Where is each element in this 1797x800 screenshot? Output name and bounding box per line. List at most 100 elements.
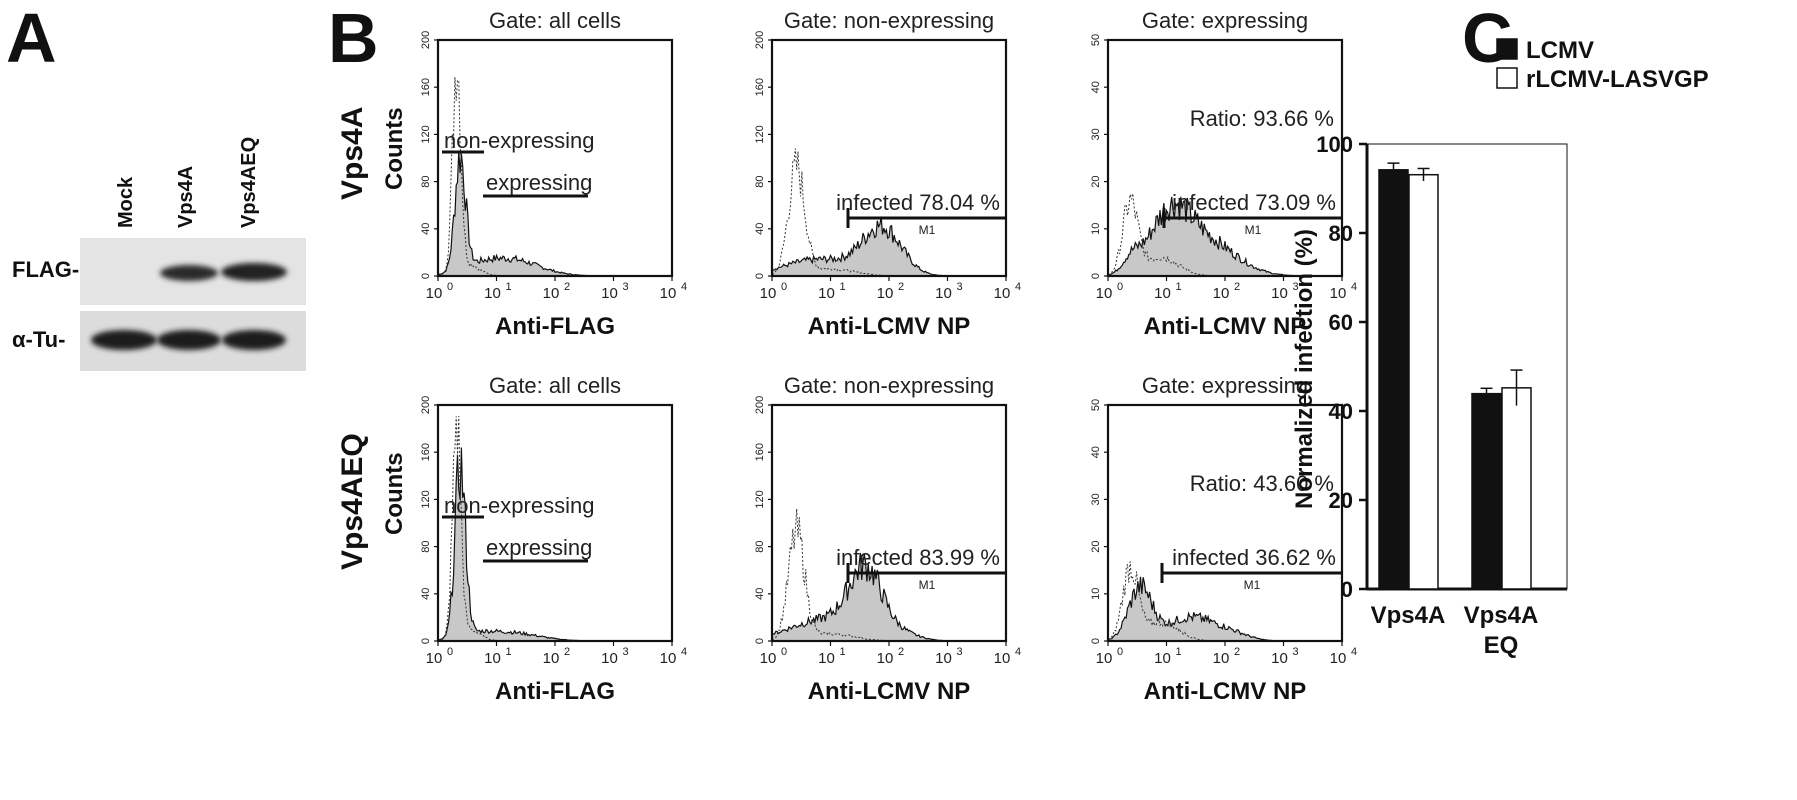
infected-percent-label: infected 73.09 % <box>1172 190 1336 215</box>
lane-label-vps4a: Vps4A <box>175 166 197 228</box>
y-tick-label: 80 <box>420 540 432 552</box>
y-tick-label: 80 <box>754 540 766 552</box>
x-tick-label: 10 <box>543 285 560 302</box>
x-tick-label: 10 <box>1096 650 1113 667</box>
ratio-label: Ratio: 93.66 % <box>1190 106 1334 131</box>
x-tick-label: 10 <box>1271 650 1288 667</box>
m1-marker-label: M1 <box>1245 223 1262 237</box>
flow-plot-r2-c2: Gate: non-expressing 0 40 80 120 160 200 10 0 10 1… <box>754 373 1021 705</box>
bar-2-2 <box>1501 387 1532 590</box>
lane-label-mock: Mock <box>115 176 137 228</box>
x-tick-label: 10 <box>818 285 835 302</box>
x-tick-exponent: 1 <box>1176 646 1182 658</box>
western-blot: Mock Vps4A Vps4AEQ FLAG- α-Tu- <box>12 137 306 371</box>
x-tick-exponent: 4 <box>1015 646 1021 658</box>
x-axis-label: Anti-LCMV NP <box>808 678 971 705</box>
y-tick-label: 160 <box>754 78 766 96</box>
x-tick-label: 10 <box>877 285 894 302</box>
y-tick-label: 20 <box>1090 540 1102 552</box>
infected-percent-label: infected 83.99 % <box>836 545 1000 570</box>
y-tick-label: 80 <box>754 175 766 187</box>
legend-label-lcmv: LCMV <box>1526 37 1594 64</box>
x-tick-label: 10 <box>484 650 501 667</box>
m1-marker-label: M1 <box>919 578 936 592</box>
bar-2-1 <box>1471 392 1502 590</box>
y-tick-label: 200 <box>420 31 432 49</box>
x-tick-exponent: 0 <box>781 646 787 658</box>
y-tick-label: 200 <box>754 396 766 414</box>
gate-label-expressing: expressing <box>486 170 592 195</box>
x-tick-label: 10 <box>1330 650 1347 667</box>
x-tick-exponent: 1 <box>506 646 512 658</box>
x-tick-exponent: 0 <box>447 281 453 293</box>
x-tick-exponent: 0 <box>781 281 787 293</box>
plot-frame <box>436 38 674 278</box>
bar-chart-plot: 0 20 40 60 80 100 Vps4A Vps4A EQ <box>1316 132 1568 659</box>
gate-title: Gate: expressing <box>1142 373 1308 398</box>
x-tick-label: 10 <box>601 285 618 302</box>
blot-row-label-flag: FLAG- <box>12 257 79 282</box>
gate-label-non-expressing: non-expressing <box>444 493 594 518</box>
y-tick-label: 160 <box>420 78 432 96</box>
histogram-dotted <box>437 415 672 642</box>
row-label-vps4aeq: Vps4AEQ <box>336 433 369 570</box>
y-tick-label: 40 <box>1090 446 1102 458</box>
x-tick-label: 10 <box>660 650 677 667</box>
y-tick-label: 0 <box>754 273 766 279</box>
y-tick-label: 10 <box>1090 588 1102 600</box>
m1-marker-label: M1 <box>919 223 936 237</box>
flow-plot-r1-c1: Gate: all cells 0 40 80 120 160 200 10 0 10 1 10 2 10… <box>420 8 687 340</box>
x-tick-label: 10 <box>601 650 618 667</box>
flow-plot-r2-c1: Gate: all cells 0 40 80 120 160 200 10 0 10 1 10 2 10… <box>420 373 687 705</box>
gate-title: Gate: all cells <box>489 373 621 398</box>
bar-y-tick-label: 20 <box>1329 488 1353 513</box>
x-tick-label: 10 <box>543 650 560 667</box>
x-tick-exponent: 2 <box>1234 646 1240 658</box>
gate-title: Gate: all cells <box>489 8 621 33</box>
y-tick-label: 30 <box>1090 128 1102 140</box>
y-tick-label: 0 <box>1090 273 1102 279</box>
x-tick-label: 10 <box>1271 285 1288 302</box>
x-tick-exponent: 2 <box>1234 281 1240 293</box>
x-tick-label: 10 <box>1213 285 1230 302</box>
bar-y-tick-label: 0 <box>1341 577 1353 602</box>
blot-row-label-tubulin: α-Tu- <box>12 327 65 352</box>
category-label-2: Vps4A <box>1464 602 1539 629</box>
blot-band-tubulin-vps4aeq <box>222 330 286 350</box>
x-tick-exponent: 1 <box>506 281 512 293</box>
plot-frame <box>436 403 674 643</box>
gate-title: Gate: expressing <box>1142 8 1308 33</box>
blot-band-tubulin-vps4a <box>157 330 221 350</box>
lane-label-vps4aeq: Vps4AEQ <box>238 137 260 228</box>
blot-band-flag-vps4a <box>160 265 218 281</box>
x-axis-label: Anti-FLAG <box>495 313 615 340</box>
x-tick-exponent: 4 <box>1351 646 1357 658</box>
y-tick-label: 0 <box>420 638 432 644</box>
y-axis-label-row1: Counts <box>381 107 408 190</box>
y-axis-label-row2: Counts <box>381 452 408 535</box>
x-tick-exponent: 1 <box>840 646 846 658</box>
x-tick-exponent: 3 <box>623 646 629 658</box>
y-tick-label: 0 <box>420 273 432 279</box>
y-tick-label: 40 <box>420 588 432 600</box>
bar-1-1 <box>1378 169 1409 590</box>
x-tick-exponent: 3 <box>957 281 963 293</box>
x-tick-exponent: 0 <box>1117 281 1123 293</box>
bar-y-tick-label: 100 <box>1316 132 1353 157</box>
x-tick-exponent: 1 <box>1176 281 1182 293</box>
flow-plot-r1-c2: Gate: non-expressing 0 40 80 120 160 200 10 0 10 1… <box>754 8 1021 340</box>
x-tick-exponent: 2 <box>564 281 570 293</box>
panel-label-b: B <box>328 0 379 77</box>
x-tick-label: 10 <box>426 285 443 302</box>
gate-title: Gate: non-expressing <box>784 373 994 398</box>
gate-label-expressing: expressing <box>486 535 592 560</box>
x-tick-exponent: 3 <box>1293 646 1299 658</box>
y-tick-label: 30 <box>1090 493 1102 505</box>
legend-swatch-rlcmv <box>1496 67 1518 89</box>
x-tick-label: 10 <box>818 650 835 667</box>
x-axis-label: Anti-LCMV NP <box>808 313 971 340</box>
y-tick-label: 200 <box>420 396 432 414</box>
